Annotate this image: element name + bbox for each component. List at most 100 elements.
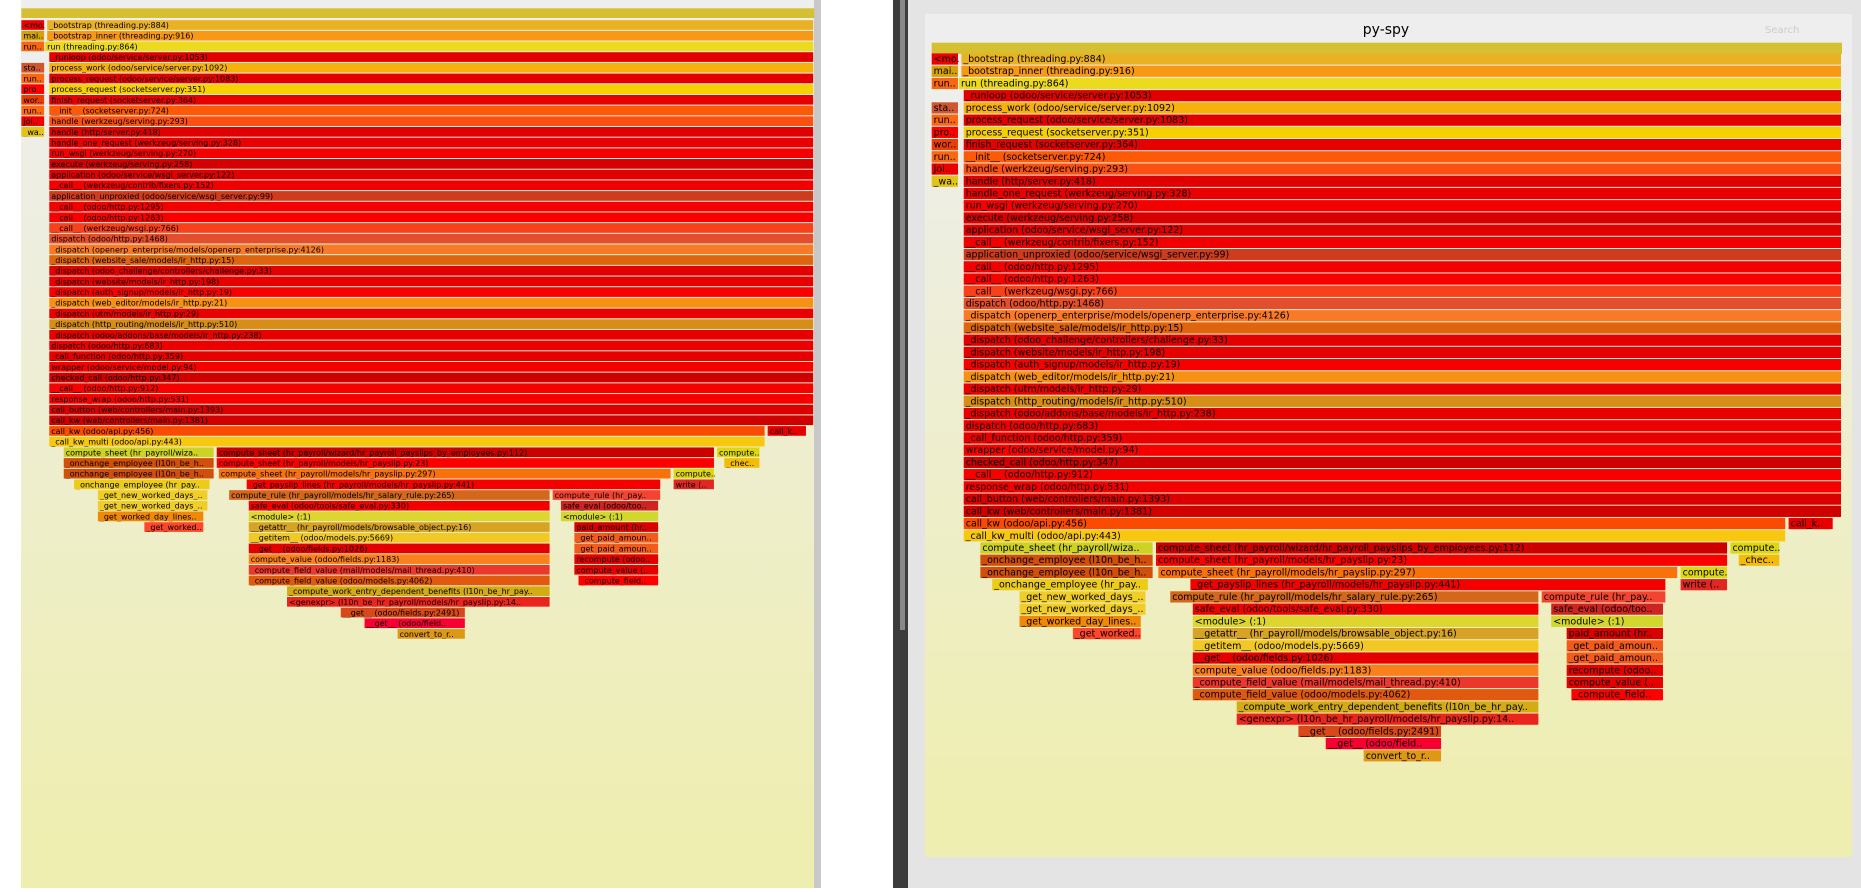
frame[interactable]: run..	[21, 105, 45, 116]
frame[interactable]: handle_one_request (werkzeug/serving.py:…	[49, 137, 814, 148]
search-button[interactable]: Search	[1765, 25, 1799, 36]
frame[interactable]: __get__ (odoo/fields.py:2491)	[340, 607, 465, 618]
frame[interactable]: process_request (socketserver.py:351)	[49, 84, 814, 94]
frame[interactable]: compute_value (..	[574, 564, 659, 575]
frame[interactable]: _bootstrap (threading.py:884)	[47, 20, 814, 30]
frame[interactable]: dispatch (odoo/http.py:683)	[963, 420, 1842, 432]
frame[interactable]: _bootstrap_inner (threading.py:916)	[47, 30, 814, 41]
frame[interactable]: _compute_field_value (mail/models/mail_t…	[1192, 676, 1539, 689]
frame[interactable]: compute_sheet (hr_payroll/models/hr_pays…	[218, 468, 671, 479]
frame[interactable]: compute_value (..	[1566, 676, 1663, 689]
frame[interactable]: execute (werkzeug/serving.py:258)	[49, 159, 814, 169]
frame[interactable]: compute_sheet (hr_payroll/models/hr_pays…	[1156, 554, 1728, 567]
frame[interactable]: dispatch (odoo/http.py:1468)	[963, 297, 1842, 310]
frame[interactable]: call_kw (odoo/api.py:456)	[49, 426, 765, 436]
frame[interactable]: _onchange_employee (l10n_be_h..	[980, 554, 1153, 567]
frame[interactable]: _dispatch (website/models/ir_http.py:198…	[963, 346, 1842, 359]
frame[interactable]: _dispatch (http_routing/models/ir_http.p…	[49, 319, 814, 329]
frame[interactable]: compute_sheet (hr_payroll/wizard/hr_payr…	[216, 447, 714, 458]
frame[interactable]: _dispatch (http_routing/models/ir_http.p…	[963, 395, 1842, 408]
frame[interactable]: __getitem__ (odoo/models.py:5669)	[1192, 640, 1539, 652]
frame[interactable]: _dispatch (odoo_challenge/controllers/ch…	[963, 334, 1842, 347]
frame[interactable]: call_button (web/controllers/main.py:139…	[963, 493, 1842, 505]
frame[interactable]: _compute_field_value (odoo/models.py:406…	[248, 575, 550, 586]
frame[interactable]: call_k..	[1788, 517, 1833, 530]
frame[interactable]: recompute (odoo..	[574, 554, 659, 564]
frame[interactable]: __init__ (socketserver.py:724)	[49, 105, 814, 116]
frame[interactable]: handle (werkzeug/serving.py:293)	[49, 116, 814, 126]
frame[interactable]: compute_value (odoo/fields.py:1183)	[1192, 664, 1539, 677]
frame[interactable]: __call__ (werkzeug/contrib/fixers.py:152…	[49, 180, 814, 191]
frame[interactable]: compute_rule (hr_pay..	[1541, 591, 1666, 603]
frame[interactable]: _dispatch (website/models/ir_http.py:198…	[49, 276, 814, 287]
frame[interactable]: __getattr__ (hr_payroll/models/browsable…	[248, 522, 550, 532]
frame[interactable]: _dispatch (openerp_enterprise/models/ope…	[49, 244, 814, 255]
frame[interactable]: _get_payslip_lines (hr_payroll/models/hr…	[246, 479, 661, 490]
frame[interactable]: joi..	[931, 163, 958, 175]
frame[interactable]: __call__ (werkzeug/wsgi.py:766)	[49, 223, 814, 233]
frame[interactable]: handle (werkzeug/serving.py:293)	[963, 163, 1842, 175]
frame[interactable]: __init__ (socketserver.py:724)	[963, 151, 1842, 163]
frame[interactable]: write (..	[673, 479, 714, 490]
frame[interactable]: __call__ (werkzeug/wsgi.py:766)	[963, 285, 1842, 298]
frame[interactable]: mai..	[931, 65, 958, 78]
frame[interactable]: call_kw (web/controllers/main.py:1381)	[963, 505, 1842, 518]
frame[interactable]: sta..	[21, 62, 45, 73]
frame[interactable]: _onchange_employee (hr_pay..	[74, 479, 210, 490]
frame[interactable]: _get_worked_day_lines..	[97, 511, 204, 522]
frame[interactable]: run (threading.py:864)	[45, 41, 814, 52]
frame[interactable]: _dispatch (web_editor/models/ir_http.py:…	[963, 371, 1842, 383]
frame[interactable]: _compute_field_value (mail/models/mail_t…	[248, 564, 550, 575]
frame[interactable]: handle (http/server.py:418)	[963, 175, 1842, 188]
frame[interactable]: _compute_field..	[1571, 689, 1663, 701]
frame[interactable]: response_wrap (odoo/http.py:531)	[49, 394, 814, 404]
frame[interactable]: response_wrap (odoo/http.py:531)	[963, 481, 1842, 493]
frame[interactable]: __get__ (odoo/field..	[364, 618, 465, 629]
frame[interactable]: <mo..	[931, 53, 963, 65]
frame[interactable]: _get_new_worked_days_..	[97, 490, 208, 500]
frame[interactable]: _compute_work_entry_dependent_benefits (…	[287, 586, 550, 596]
frame[interactable]: _dispatch (odoo_challenge/controllers/ch…	[49, 265, 814, 276]
frame[interactable]: __getattr__ (hr_payroll/models/browsable…	[1192, 627, 1539, 640]
frame[interactable]: sta..	[931, 102, 958, 114]
frame[interactable]: _dispatch (website_sale/models/ir_http.p…	[963, 322, 1842, 334]
frame[interactable]: process_request (odoo/service/server.py:…	[963, 114, 1842, 127]
scrollbar[interactable]	[814, 0, 821, 888]
frame[interactable]: wrapper (odoo/service/model.py:94)	[963, 444, 1842, 457]
frame[interactable]: __getitem__ (odoo/models.py:5669)	[248, 532, 550, 543]
frame[interactable]: wrapper (odoo/service/model.py:94)	[49, 361, 814, 372]
frame[interactable]: safe_eval (odoo/too..	[1551, 603, 1663, 616]
frame[interactable]: _chec..	[1738, 554, 1780, 567]
frame[interactable]: _get_paid_amoun..	[1566, 652, 1663, 664]
frame[interactable]: run..	[931, 77, 958, 90]
frame[interactable]: _get_paid_amoun..	[574, 532, 659, 543]
frame[interactable]: compute_rule (hr_payroll/models/hr_salar…	[1170, 591, 1539, 603]
frame[interactable]: call_kw (web/controllers/main.py:1381)	[49, 415, 814, 426]
frame[interactable]: _call_kw_multi (odoo/api.py:443)	[963, 530, 1786, 542]
frame[interactable]: _get_payslip_lines (hr_payroll/models/hr…	[1190, 579, 1666, 591]
frame[interactable]: _dispatch (auth_signup/models/ir_http.py…	[49, 287, 814, 297]
frame[interactable]: __get__ (odoo/field..	[1325, 737, 1442, 750]
frame[interactable]: application (odoo/service/wsgi_server.py…	[963, 224, 1842, 237]
frame[interactable]: call_k..	[767, 426, 806, 436]
frame[interactable]: application_unproxied (odoo/service/wsgi…	[963, 249, 1842, 261]
frame[interactable]: process_work (odoo/service/server.py:109…	[49, 62, 814, 73]
frame[interactable]: execute (werkzeug/serving.py:258)	[963, 212, 1842, 224]
frame[interactable]: compute_sheet (hr_payroll/models/hr_pays…	[1158, 566, 1678, 579]
frame[interactable]: __call__ (odoo/http.py:912)	[49, 383, 814, 394]
frame[interactable]: dispatch (odoo/http.py:1468)	[49, 233, 814, 244]
frame[interactable]: wor..	[931, 138, 958, 151]
frame[interactable]: run (threading.py:864)	[958, 77, 1842, 90]
frame[interactable]: <module> (:1)	[560, 511, 659, 522]
frame[interactable]: _dispatch (website_sale/models/ir_http.p…	[49, 255, 814, 265]
frame[interactable]: _runloop (odoo/service/server.py:1053)	[963, 90, 1842, 102]
frame[interactable]: pro..	[931, 126, 958, 139]
frame[interactable]: convert_to_r..	[1363, 750, 1442, 762]
frame[interactable]: run_wsgi (werkzeug/serving.py:270)	[963, 200, 1842, 212]
frame[interactable]: compute..	[1730, 542, 1780, 554]
frame[interactable]: _compute_field_value (odoo/models.py:406…	[1192, 689, 1539, 701]
frame[interactable]: safe_eval (odoo/tools/safe_eval.py:330)	[1192, 603, 1539, 616]
frame[interactable]: _call_kw_multi (odoo/api.py:443)	[49, 436, 765, 447]
frame[interactable]: run..	[931, 151, 958, 163]
frame[interactable]: _onchange_employee (l10n_be_h..	[63, 468, 214, 479]
